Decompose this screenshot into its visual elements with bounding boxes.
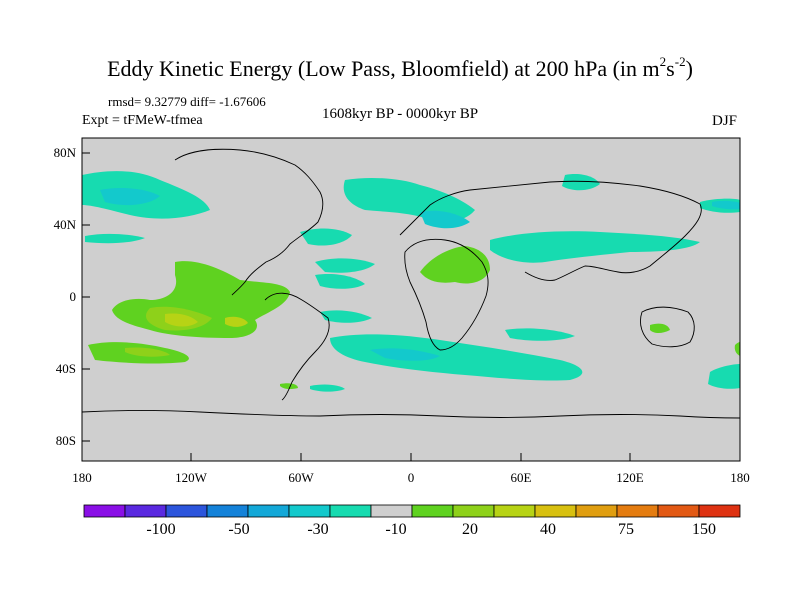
colorbar-swatch [575,504,618,518]
plot-title: Eddy Kinetic Energy (Low Pass, Bloomfiel… [107,54,693,81]
colorbar-swatch [124,504,167,518]
colorbar-label: 40 [540,521,556,538]
anomaly-region-central-atlantic [315,258,375,273]
map-panel [81,137,741,462]
anomaly-core-east-pacific-2 [225,316,248,327]
season-label: DJF [712,113,738,129]
colorbar-swatch [370,504,413,518]
x-label-120e: 120E [616,470,644,485]
colorbar-swatch [247,504,290,518]
anomaly-region-drake [280,383,298,390]
anomaly-region-north-atlantic [343,177,475,222]
anomaly-region-pacific-band [85,233,145,244]
anomaly-region-australia [650,323,670,333]
anomaly-region-south-atlantic-indian [330,334,583,381]
anomaly-core-mediterranean [420,210,470,229]
colorbar-swatch [165,504,208,518]
colorbar-label: 20 [462,521,478,538]
x-label-120w: 120W [175,470,207,485]
anomaly-region-south-atlantic-north [320,310,372,323]
anomaly-region-south-atlantic-south [310,384,345,392]
colorbar-label: -30 [307,521,329,538]
anomaly-core-north-pacific [100,188,160,206]
coastlines [81,148,741,419]
coastline-eurasia [399,180,702,281]
coastline-antarctica [81,410,741,419]
y-label-80s: 80S [55,433,76,448]
colorbar-label: -10 [385,521,407,538]
colorbar-label: -100 [146,521,176,538]
colorbar-swatch [616,504,659,518]
coastline-australia [640,306,695,348]
colorbar-label: 75 [618,521,634,538]
colorbar-swatch [206,504,249,518]
y-label-40s: 40S [55,361,76,376]
colorbar-swatch [493,504,536,518]
anomaly-region-tropical-atlantic [315,274,365,289]
colorbar [83,504,741,518]
colorbar-label: -50 [228,521,250,538]
anomaly-core-south-pacific [125,347,170,357]
stats-label: rmsd= 9.32779 diff= -1.67606 [108,94,266,109]
x-label-0: 0 [407,470,415,485]
colorbar-swatch [83,504,126,518]
x-label-60e: 60E [510,470,532,485]
experiment-label: Expt = tFMeW-tfmea [82,113,203,128]
y-label-40n: 40N [53,217,76,232]
x-label-60w: 60W [288,470,314,485]
anomaly-core-south-atlantic [370,348,440,361]
colorbar-swatch [288,504,331,518]
anomaly-core-east-pacific [165,313,198,327]
anomaly-region-southwest-pacific [708,364,740,389]
colorbar-label: 150 [692,521,716,538]
y-label-0: 0 [69,289,77,304]
x-label-180w: 180 [72,470,92,485]
colorbar-swatch [452,504,495,518]
anomaly-region-indian-ocean [505,328,575,341]
coastline-africa [404,238,489,351]
anomaly-region-siberia [562,174,600,191]
colorbar-swatch [657,504,700,518]
axis-ticks [81,152,741,461]
y-label-80n: 80N [53,145,76,160]
contour-fills [82,171,740,392]
colorbar-swatch [698,504,741,518]
colorbar-swatch [329,504,372,518]
coastline-south-america [264,292,330,401]
x-label-180e: 180 [730,470,750,485]
anomaly-region-asian-jet [490,231,700,263]
period-label: 1608kyr BP - 0000kyr BP [321,106,479,122]
colorbar-swatch [411,504,454,518]
anomaly-region-west-atlantic [300,228,352,246]
coastline-north-america [174,148,324,296]
anomaly-region-tasman [734,342,740,356]
anomaly-region-north-africa [420,246,490,284]
anomaly-core-west-pacific [712,200,740,210]
colorbar-swatch [534,504,577,518]
